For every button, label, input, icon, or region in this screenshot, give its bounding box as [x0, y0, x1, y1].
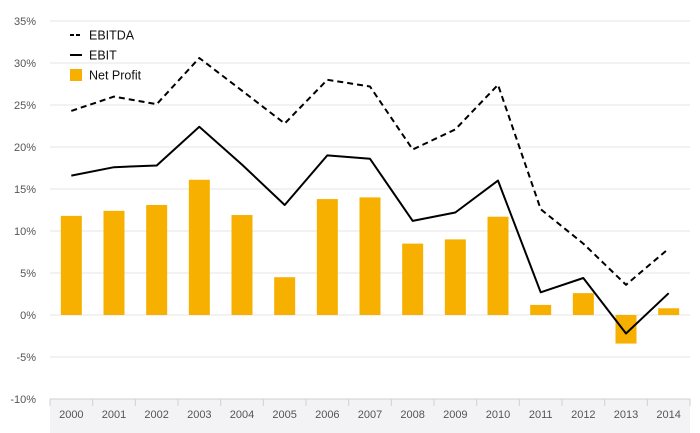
legend: EBITDA EBIT Net Profit [70, 29, 142, 83]
bar-net-profit [60, 215, 82, 315]
y-tick-label: 30% [14, 58, 36, 70]
y-axis: 35% 30% 25% 20% 15% 10% 5% 0% -5% -10% [10, 16, 36, 406]
x-tick-label: 2011 [529, 409, 553, 421]
x-tick-label: 2003 [187, 409, 211, 421]
series-lines [70, 57, 670, 335]
bar-net-profit [359, 197, 381, 315]
y-tick-label: 5% [20, 268, 36, 280]
y-tick-label: 20% [14, 142, 36, 154]
x-tick-label: 2000 [59, 409, 83, 421]
x-axis-band [50, 399, 690, 433]
bar-net-profit [188, 179, 210, 315]
x-tick-label: 2009 [443, 409, 467, 421]
y-tick-label: -10% [10, 394, 36, 406]
bar-net-profit [487, 216, 509, 315]
x-tick-label: 2013 [614, 409, 638, 421]
legend-label-ebit: EBIT [89, 49, 117, 63]
bar-net-profit [530, 304, 552, 315]
bar-net-profit [103, 210, 125, 315]
bar-net-profit [615, 315, 637, 344]
x-tick-label: 2006 [315, 409, 339, 421]
x-tick-label: 2001 [102, 409, 126, 421]
x-tick-label: 2004 [230, 409, 254, 421]
y-tick-label: 35% [14, 16, 36, 28]
bar-net-profit [402, 243, 424, 315]
bar-net-profit [658, 308, 680, 315]
bar-net-profit [146, 204, 168, 315]
legend-swatch-net-profit [70, 69, 82, 81]
y-tick-label: 10% [14, 226, 36, 238]
legend-label-ebitda: EBITDA [89, 29, 135, 43]
bar-net-profit [231, 215, 253, 315]
bar-net-profit [444, 239, 466, 315]
y-tick-label: 25% [14, 100, 36, 112]
legend-label-net-profit: Net Profit [89, 69, 142, 83]
x-tick-label: 2014 [656, 409, 680, 421]
y-tick-label: 15% [14, 184, 36, 196]
x-tick-label: 2010 [486, 409, 510, 421]
x-tick-label: 2008 [400, 409, 424, 421]
x-tick-label: 2005 [272, 409, 296, 421]
x-axis: 2000 2001 2002 2003 2004 2005 2006 2007 2008 2009… [49, 398, 691, 433]
bar-net-profit [274, 277, 296, 315]
bar-net-profit [316, 199, 338, 315]
line-ebitda [70, 57, 670, 286]
x-tick-label: 2007 [358, 409, 382, 421]
y-tick-label: -5% [16, 352, 36, 364]
y-tick-label: 0% [20, 310, 36, 322]
bar-net-profit [572, 293, 594, 315]
bars [60, 179, 680, 344]
x-tick-label: 2012 [571, 409, 595, 421]
line-ebit [71, 125, 670, 335]
x-tick-label: 2002 [144, 409, 168, 421]
